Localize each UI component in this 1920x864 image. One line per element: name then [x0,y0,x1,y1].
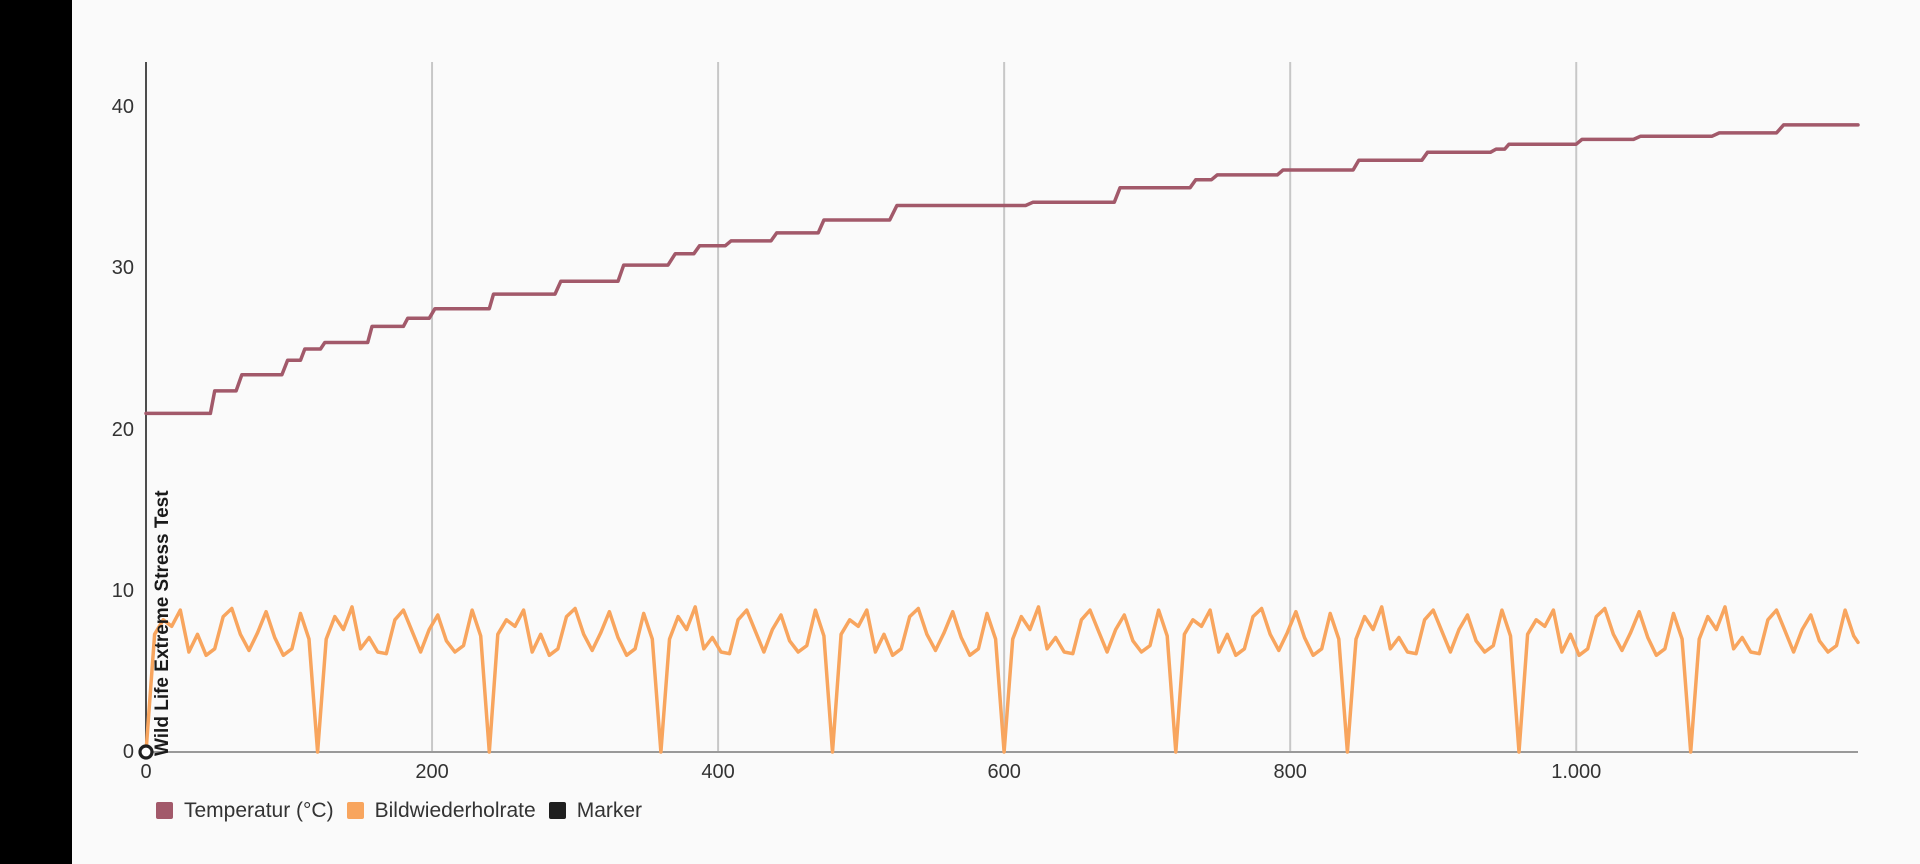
chart-legend: Temperatur (°C) Bildwiederholrate Marker [156,800,642,821]
legend-swatch-bildwiederholrate [346,802,364,819]
x-tick-label-800: 800 [1273,761,1307,783]
left-sidebar [0,0,72,864]
legend-label-marker: Marker [576,799,643,822]
x-tick-label-200: 200 [415,761,449,783]
series-line-bildwiederholrate [144,605,1860,754]
chart-annotation-wild-life-extreme-stress-test: Wild Life Extreme Stress Test [152,490,173,756]
marker-point [138,744,154,760]
legend-label-temperatur: Temperatur (°C) [184,799,334,822]
series-line-temperatur-c- [144,123,1860,416]
x-tick-label-1.000: 1.000 [1551,761,1602,783]
y-tick-label-30: 30 [111,257,134,280]
y-tick-label-20: 20 [111,418,134,441]
legend-item-bildwiederholrate[interactable]: Bildwiederholrate [346,799,536,822]
legend-label-bildwiederholrate: Bildwiederholrate [374,799,536,822]
y-tick-label-10: 10 [111,579,134,602]
legend-swatch-marker [548,802,566,819]
legend-swatch-temperatur [156,802,173,819]
x-tick-label-0: 0 [140,761,152,783]
x-tick-label-400: 400 [701,761,735,783]
x-tick-label-600: 600 [987,761,1021,783]
y-tick-label-40: 40 [111,96,134,119]
y-tick-label-0: 0 [122,741,134,763]
legend-item-temperatur[interactable]: Temperatur (°C) [156,800,334,821]
legend-item-marker[interactable]: Marker [548,799,643,822]
